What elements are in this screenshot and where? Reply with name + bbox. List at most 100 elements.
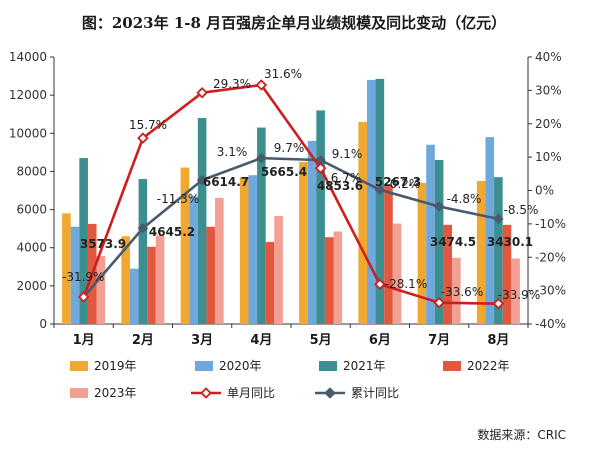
x-tick-label: 4月 bbox=[250, 333, 272, 348]
bar-2023年-6月 bbox=[392, 223, 402, 324]
marker-单月同比-2月 bbox=[137, 132, 149, 144]
single-month-label-5月: 6.7% bbox=[331, 171, 362, 185]
bar-2022年-4月 bbox=[265, 241, 275, 324]
x-tick-label: 2月 bbox=[132, 333, 154, 348]
marker-单月同比-6月 bbox=[374, 278, 386, 291]
bar-label-2023-6月: 5267.3 bbox=[375, 175, 421, 189]
legend-label-累计同比: 累计同比 bbox=[351, 386, 399, 400]
y-left-tick-label: 12000 bbox=[9, 88, 47, 102]
x-tick-label: 7月 bbox=[428, 333, 450, 348]
bar-2022年-3月 bbox=[206, 226, 216, 324]
single-month-label-1月: -31.9% bbox=[62, 270, 104, 284]
x-tick-label: 5月 bbox=[310, 333, 332, 348]
bar-2021年-3月 bbox=[197, 118, 207, 324]
cumulative-label-7月: -4.8% bbox=[447, 192, 482, 206]
legend-label-2021年: 2021年 bbox=[343, 359, 386, 373]
bar-2020年-4月 bbox=[248, 175, 258, 324]
legend-swatch-2020年 bbox=[195, 361, 213, 371]
bar-label-2023-4月: 5665.4 bbox=[261, 165, 307, 179]
bar-2023年-2月 bbox=[155, 235, 165, 324]
bar-2021年-6月 bbox=[375, 78, 385, 325]
y-right-tick-label: 20% bbox=[535, 117, 562, 131]
line-单月同比 bbox=[82, 83, 499, 305]
cumulative-label-6月: 0.2% bbox=[390, 177, 421, 191]
bar-2020年-8月 bbox=[485, 137, 495, 324]
x-tick-label: 6月 bbox=[369, 333, 391, 348]
legend-label-2019年: 2019年 bbox=[94, 359, 137, 373]
marker-单月同比-4月 bbox=[255, 79, 268, 91]
bar-2019年-2月 bbox=[121, 236, 130, 324]
bar-2023年-3月 bbox=[215, 197, 224, 324]
bar-2023年-7月 bbox=[452, 257, 461, 324]
marker-累计同比-8月 bbox=[493, 213, 504, 225]
legend-swatch-2023年 bbox=[70, 388, 88, 398]
legend-marker-累计同比 bbox=[324, 387, 336, 399]
bar-label-2023-8月: 3430.1 bbox=[487, 235, 533, 249]
single-month-label-6月: -28.1% bbox=[385, 277, 427, 291]
legend-label-单月同比: 单月同比 bbox=[227, 386, 275, 400]
bar-2019年-6月 bbox=[358, 121, 367, 324]
bar-2021年-5月 bbox=[316, 110, 325, 325]
cumulative-label-8月: -8.5% bbox=[504, 203, 539, 217]
marker-单月同比-5月 bbox=[314, 162, 327, 174]
legend-label-2023年: 2023年 bbox=[94, 386, 137, 400]
cumulative-label-2月: -11.3% bbox=[157, 192, 199, 206]
single-month-label-8月: -33.9% bbox=[498, 288, 540, 302]
bar-2023年-8月 bbox=[511, 258, 520, 324]
bar-2022年-8月 bbox=[502, 224, 512, 324]
x-tick-label: 8月 bbox=[487, 333, 509, 348]
bar-2023年-1月 bbox=[96, 255, 106, 324]
y-left-tick-label: 2000 bbox=[16, 279, 47, 293]
source-note: 数据来源：CRIC bbox=[477, 427, 566, 442]
bar-label-2023-5月: 4853.6 bbox=[317, 179, 363, 193]
bar-2022年-6月 bbox=[384, 185, 393, 324]
y-right-tick-label: -20% bbox=[535, 250, 566, 264]
cumulative-label-4月: 9.7% bbox=[274, 141, 305, 155]
bar-2021年-1月 bbox=[79, 158, 88, 324]
lines bbox=[77, 79, 505, 310]
bar-2019年-7月 bbox=[417, 182, 427, 324]
marker-累计同比-6月 bbox=[374, 184, 386, 196]
bar-2019年-3月 bbox=[180, 167, 190, 324]
bar-2021年-8月 bbox=[494, 177, 503, 324]
bars bbox=[62, 78, 520, 325]
single-month-label-3月: 29.3% bbox=[213, 77, 251, 91]
single-month-label-2月: 15.7% bbox=[129, 118, 167, 132]
legend-marker-单月同比 bbox=[200, 387, 212, 399]
y-left-tick-label: 4000 bbox=[16, 241, 47, 255]
bar-2019年-8月 bbox=[476, 180, 486, 324]
bar-2022年-7月 bbox=[443, 224, 453, 324]
bar-2020年-6月 bbox=[366, 79, 376, 324]
bar-label-2023-7月: 3474.5 bbox=[430, 235, 476, 249]
bar-2022年-2月 bbox=[147, 246, 156, 324]
bar-2021年-2月 bbox=[138, 179, 148, 324]
y-left-tick-label: 6000 bbox=[16, 203, 47, 217]
marker-累计同比-2月 bbox=[137, 223, 149, 234]
y-left-tick-label: 8000 bbox=[16, 164, 47, 178]
marker-单月同比-7月 bbox=[433, 296, 445, 309]
y-right-tick-label: -40% bbox=[535, 317, 566, 331]
marker-单月同比-8月 bbox=[492, 297, 505, 310]
cumulative-label-5月: 9.1% bbox=[332, 147, 363, 161]
x-tick-label: 1月 bbox=[73, 333, 95, 348]
y-right-tick-label: -30% bbox=[535, 284, 566, 298]
bar-2019年-4月 bbox=[239, 177, 249, 324]
line-累计同比 bbox=[82, 156, 499, 298]
bar-2021年-7月 bbox=[434, 159, 444, 324]
bar-2020年-1月 bbox=[70, 226, 80, 324]
legend-swatch-2022年 bbox=[443, 361, 461, 371]
bar-2020年-2月 bbox=[129, 268, 139, 324]
bar-2023年-4月 bbox=[274, 215, 283, 324]
y-right-tick-label: 0% bbox=[535, 184, 554, 198]
y-left-tick-label: 14000 bbox=[9, 50, 47, 64]
x-tick-label: 3月 bbox=[191, 333, 213, 348]
y-right-tick-label: -10% bbox=[535, 217, 566, 231]
y-right-tick-label: 30% bbox=[535, 83, 562, 97]
marker-单月同比-3月 bbox=[196, 86, 208, 99]
bar-label-2023-3月: 6614.7 bbox=[203, 175, 249, 189]
single-month-label-4月: 31.6% bbox=[264, 67, 302, 81]
y-left-tick-label: 10000 bbox=[9, 126, 47, 140]
marker-累计同比-7月 bbox=[433, 201, 445, 212]
marker-累计同比-3月 bbox=[196, 174, 208, 186]
